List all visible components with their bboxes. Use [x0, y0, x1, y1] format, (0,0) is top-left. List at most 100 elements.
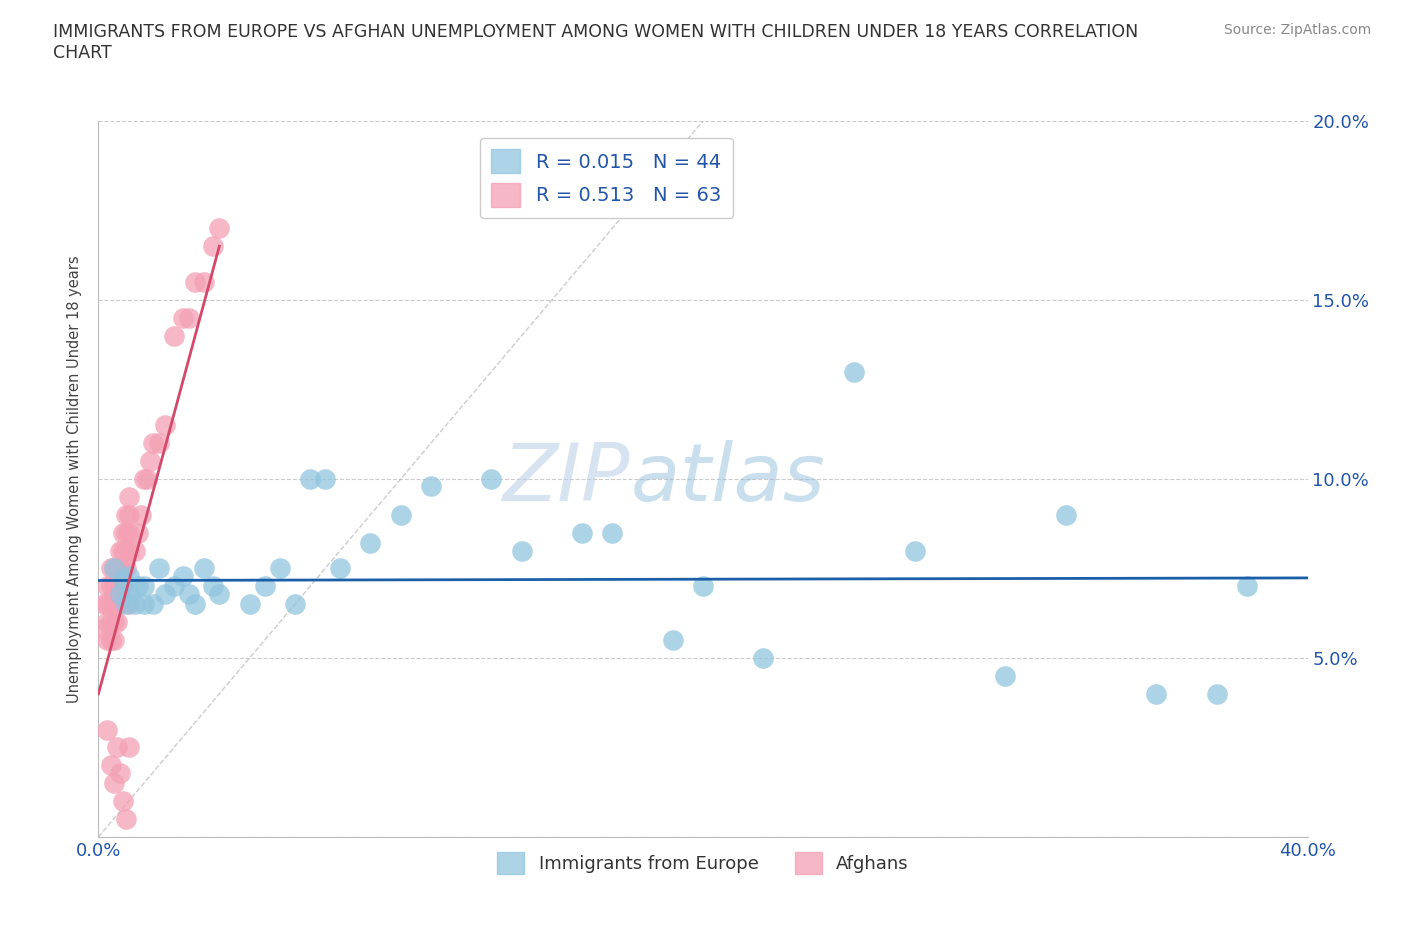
Point	[163, 328, 186, 343]
Text: Source: ZipAtlas.com: Source: ZipAtlas.com	[1223, 23, 1371, 37]
Point	[114, 525, 136, 540]
Point	[118, 543, 141, 558]
Point	[111, 578, 134, 594]
Point	[111, 525, 134, 540]
Point	[105, 597, 128, 612]
Point	[299, 472, 322, 486]
Point	[172, 568, 194, 583]
Point	[103, 586, 125, 601]
Point	[108, 586, 131, 601]
Point	[184, 274, 207, 289]
Point	[127, 578, 149, 594]
Point	[103, 561, 125, 576]
Point	[184, 597, 207, 612]
Point	[202, 239, 225, 254]
Point	[269, 561, 291, 576]
Point	[103, 597, 125, 612]
Point	[111, 561, 134, 576]
Point	[571, 525, 593, 540]
Point	[114, 543, 136, 558]
Point	[1144, 686, 1167, 701]
Point	[93, 597, 115, 612]
Point	[193, 561, 215, 576]
Point	[253, 578, 276, 594]
Point	[127, 525, 149, 540]
Point	[329, 561, 352, 576]
Point	[148, 435, 170, 451]
Point	[103, 632, 125, 647]
Point	[108, 765, 131, 780]
Point	[103, 615, 125, 630]
Point	[179, 311, 201, 325]
Point	[118, 586, 141, 601]
Point	[100, 561, 122, 576]
Point	[510, 543, 533, 558]
Point	[208, 586, 231, 601]
Point	[752, 651, 775, 666]
Point	[314, 472, 336, 486]
Point	[139, 454, 162, 469]
Point	[132, 597, 155, 612]
Point	[142, 597, 165, 612]
Point	[179, 586, 201, 601]
Point	[1054, 508, 1077, 523]
Point	[118, 568, 141, 583]
Point	[96, 722, 118, 737]
Point	[118, 508, 141, 523]
Point	[284, 597, 307, 612]
Point	[1206, 686, 1229, 701]
Point	[108, 561, 131, 576]
Point	[661, 632, 683, 647]
Point	[103, 597, 125, 612]
Point	[172, 311, 194, 325]
Text: atlas: atlas	[630, 440, 825, 518]
Point	[114, 508, 136, 523]
Point	[114, 561, 136, 576]
Point	[111, 794, 134, 809]
Text: IMMIGRANTS FROM EUROPE VS AFGHAN UNEMPLOYMENT AMONG WOMEN WITH CHILDREN UNDER 18: IMMIGRANTS FROM EUROPE VS AFGHAN UNEMPLO…	[53, 23, 1139, 62]
Point	[692, 578, 714, 594]
Point	[108, 578, 131, 594]
Point	[118, 525, 141, 540]
Y-axis label: Unemployment Among Women with Children Under 18 years: Unemployment Among Women with Children U…	[67, 255, 83, 703]
Point	[124, 597, 146, 612]
Point	[360, 536, 382, 551]
Point	[208, 220, 231, 235]
Point	[420, 479, 443, 494]
Point	[100, 758, 122, 773]
Point	[103, 561, 125, 576]
Point	[96, 632, 118, 647]
Point	[100, 578, 122, 594]
Point	[111, 572, 134, 587]
Point	[100, 632, 122, 647]
Point	[153, 586, 176, 601]
Point	[124, 543, 146, 558]
Point	[118, 489, 141, 504]
Point	[105, 561, 128, 576]
Point	[904, 543, 927, 558]
Text: ZIP: ZIP	[503, 440, 630, 518]
Point	[103, 578, 125, 594]
Point	[163, 578, 186, 594]
Point	[602, 525, 624, 540]
Point	[135, 472, 157, 486]
Point	[202, 578, 225, 594]
Point	[118, 740, 141, 755]
Point	[111, 543, 134, 558]
Point	[114, 812, 136, 827]
Point	[96, 615, 118, 630]
Point	[142, 435, 165, 451]
Point	[114, 597, 136, 612]
Point	[108, 543, 131, 558]
Point	[132, 472, 155, 486]
Point	[118, 597, 141, 612]
Point	[105, 615, 128, 630]
Point	[153, 418, 176, 432]
Point	[389, 508, 412, 523]
Point	[129, 508, 152, 523]
Point	[100, 615, 122, 630]
Point	[93, 622, 115, 637]
Point	[193, 274, 215, 289]
Legend: Immigrants from Europe, Afghans: Immigrants from Europe, Afghans	[489, 845, 917, 882]
Point	[108, 597, 131, 612]
